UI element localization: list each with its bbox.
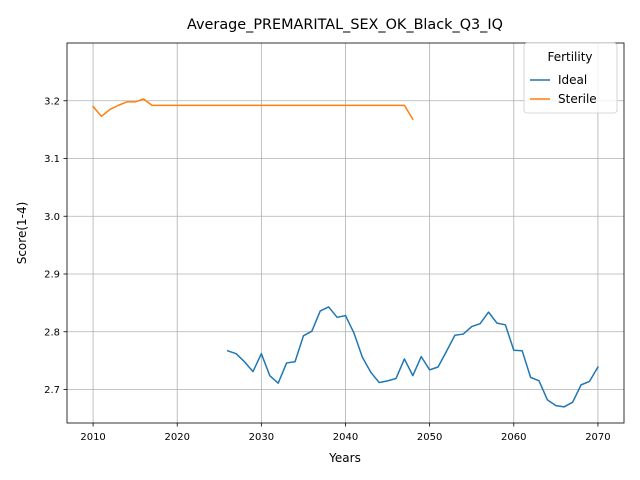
x-tick-label: 2060: [501, 432, 526, 443]
legend: Fertility Ideal Sterile: [523, 42, 618, 114]
y-tick-label: 2.9: [44, 270, 60, 281]
legend-label-ideal: Ideal: [558, 73, 587, 87]
y-tick-label: 2.7: [44, 385, 60, 396]
x-tick-label: 2070: [585, 432, 610, 443]
series-line-sterile: [92, 98, 414, 121]
grid: [67, 43, 624, 423]
x-tick-label: 2010: [80, 432, 105, 443]
y-tick-label: 3.2: [44, 96, 60, 107]
legend-label-sterile: Sterile: [558, 92, 597, 106]
chart-title: Average_PREMARITAL_SEX_OK_Black_Q3_IQ: [187, 17, 503, 33]
x-tick-label: 2030: [249, 432, 274, 443]
x-tick-label: 2020: [164, 432, 189, 443]
y-tick-label: 2.8: [44, 327, 60, 338]
x-tick-label: 2050: [417, 432, 442, 443]
y-axis-label: Score(1-4): [15, 202, 29, 265]
x-tick-label: 2040: [333, 432, 358, 443]
series-lines: [92, 98, 599, 408]
legend-box: [523, 42, 618, 114]
y-tick-label: 3.1: [44, 154, 60, 165]
series-line-ideal: [226, 306, 599, 408]
y-tick-label: 3.0: [44, 212, 60, 223]
legend-title: Fertility: [547, 50, 592, 64]
axis-ticks: 2010 2020 2030 2040 2050 2060 2070 2.7 2.8 2.9 3.0…: [44, 96, 611, 443]
x-axis-label: Years: [328, 451, 361, 465]
